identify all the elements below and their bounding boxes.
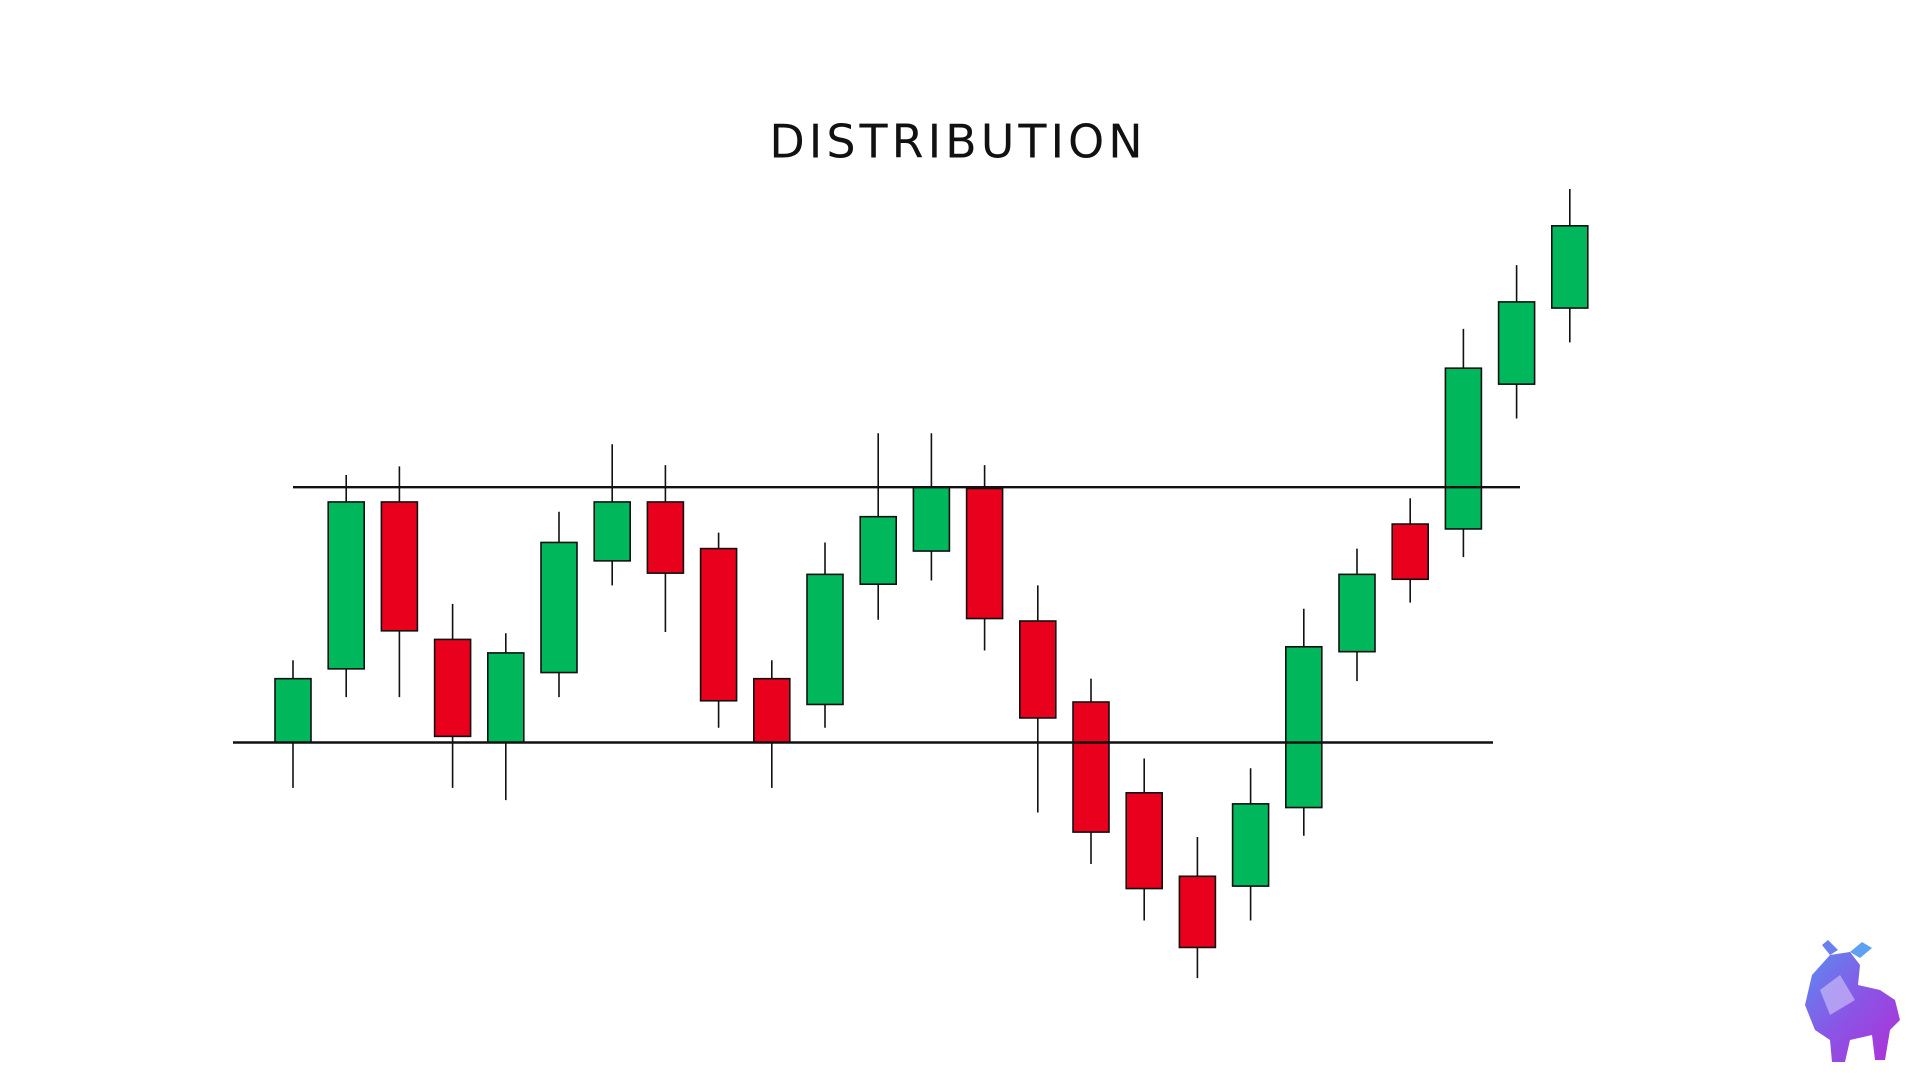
candle-body <box>912 486 951 552</box>
chart-title: DISTRIBUTION <box>769 115 1146 169</box>
candle-body <box>1391 523 1429 581</box>
candle-body <box>274 677 312 744</box>
candle-body <box>646 501 685 574</box>
candle-body <box>1285 645 1323 809</box>
candle-body <box>1231 803 1270 887</box>
candle-body <box>327 501 366 670</box>
candle-body <box>1072 701 1110 833</box>
candle-body <box>380 501 419 632</box>
candle-body <box>1338 573 1376 653</box>
candle-body <box>1018 620 1057 719</box>
candle-body <box>486 652 525 744</box>
candle-body <box>752 677 791 744</box>
candle-body <box>433 638 472 738</box>
candle-body <box>593 501 632 562</box>
candle-body <box>859 515 898 585</box>
candle-body <box>806 573 844 706</box>
candle-body <box>699 547 738 702</box>
candle-body <box>1551 225 1589 309</box>
candle-body <box>965 487 1004 620</box>
candle-body <box>540 541 578 674</box>
candle-body <box>1497 301 1536 385</box>
candle-body <box>1178 875 1217 949</box>
candle-body <box>1444 367 1483 530</box>
candle-body <box>1125 792 1163 890</box>
logo <box>1805 940 1900 1062</box>
